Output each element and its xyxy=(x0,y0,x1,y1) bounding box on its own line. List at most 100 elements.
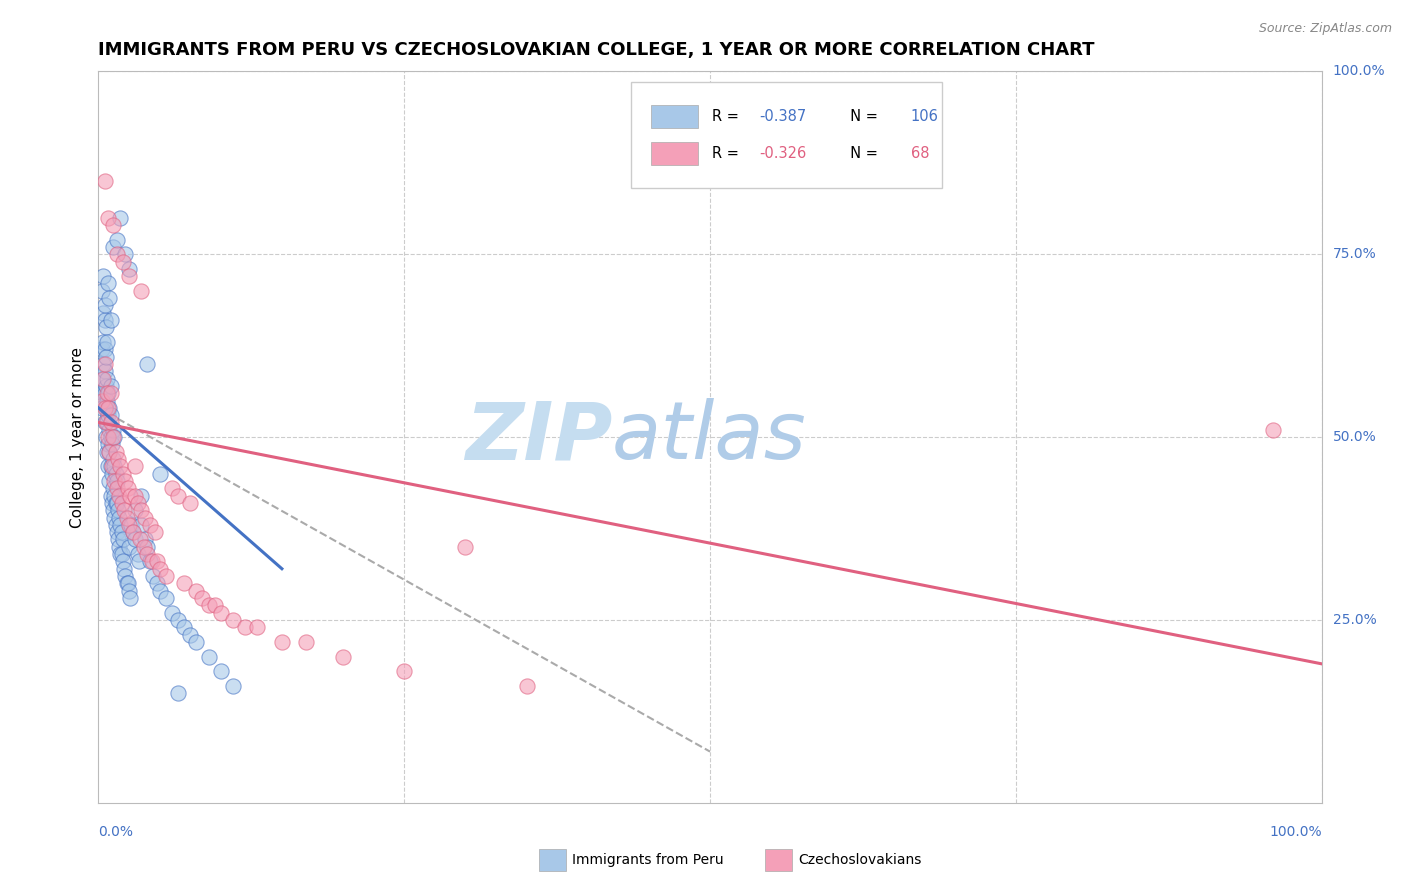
Point xyxy=(96,444,118,458)
Text: IMMIGRANTS FROM PERU VS CZECHOSLOVAKIAN COLLEGE, 1 YEAR OR MORE CORRELATION CHAR: IMMIGRANTS FROM PERU VS CZECHOSLOVAKIAN … xyxy=(98,41,1095,59)
Point xyxy=(139,517,162,532)
Point xyxy=(167,686,190,700)
Text: 0.0%: 0.0% xyxy=(98,825,134,838)
Point xyxy=(91,343,114,357)
FancyBboxPatch shape xyxy=(651,105,697,128)
Point xyxy=(124,459,146,474)
Point xyxy=(103,489,125,503)
Point xyxy=(91,306,114,320)
Point xyxy=(107,452,129,467)
Point xyxy=(91,269,114,284)
Text: Immigrants from Peru: Immigrants from Peru xyxy=(572,853,724,867)
Point xyxy=(97,277,120,291)
Point xyxy=(191,591,214,605)
Text: R =: R = xyxy=(713,109,744,124)
Point xyxy=(167,613,190,627)
Point xyxy=(97,459,120,474)
Point xyxy=(209,664,232,678)
Point xyxy=(222,679,245,693)
Point xyxy=(160,481,183,495)
Point xyxy=(98,444,121,458)
Point xyxy=(1261,423,1284,437)
Point xyxy=(91,371,114,385)
Point xyxy=(108,540,131,554)
Point xyxy=(91,334,114,349)
Text: 25.0%: 25.0% xyxy=(1333,613,1376,627)
Point xyxy=(186,635,208,649)
Point xyxy=(91,401,114,415)
Text: 68: 68 xyxy=(911,145,929,161)
Point xyxy=(120,489,142,503)
Point xyxy=(91,284,114,298)
Point xyxy=(94,401,117,415)
Point xyxy=(146,554,169,568)
Point xyxy=(104,496,127,510)
Point xyxy=(91,393,114,408)
Point xyxy=(246,620,269,634)
Point xyxy=(134,533,156,547)
Point xyxy=(105,474,128,488)
Point xyxy=(129,503,152,517)
Text: 75.0%: 75.0% xyxy=(1333,247,1376,261)
Point xyxy=(110,517,132,532)
Point xyxy=(115,510,138,524)
Text: -0.387: -0.387 xyxy=(759,109,806,124)
Point xyxy=(127,496,149,510)
Point xyxy=(104,444,127,458)
Point xyxy=(136,547,159,561)
Text: atlas: atlas xyxy=(612,398,807,476)
Point xyxy=(97,401,120,415)
Point xyxy=(129,533,152,547)
Point xyxy=(129,489,152,503)
Point xyxy=(111,533,134,547)
Point xyxy=(222,613,245,627)
Point xyxy=(100,430,122,444)
Point xyxy=(108,489,131,503)
Point xyxy=(103,430,125,444)
Point xyxy=(167,489,190,503)
Point xyxy=(112,562,135,576)
Point xyxy=(105,525,128,540)
Point xyxy=(96,393,118,408)
Point xyxy=(392,664,416,678)
Point xyxy=(93,357,115,371)
Point xyxy=(204,599,226,613)
Point xyxy=(186,583,208,598)
Point xyxy=(120,591,142,605)
Point xyxy=(100,416,122,430)
Point xyxy=(332,649,354,664)
Point xyxy=(142,569,165,583)
Point xyxy=(97,437,120,451)
Point xyxy=(105,233,128,247)
Text: 50.0%: 50.0% xyxy=(1333,430,1376,444)
Point xyxy=(107,533,129,547)
Text: R =: R = xyxy=(713,145,744,161)
Point xyxy=(197,649,219,664)
Text: ZIP: ZIP xyxy=(465,398,612,476)
Point xyxy=(114,474,136,488)
Point xyxy=(127,547,149,561)
Point xyxy=(124,489,146,503)
Point xyxy=(149,583,172,598)
Text: N =: N = xyxy=(841,109,883,124)
Point xyxy=(155,569,177,583)
Point xyxy=(104,517,127,532)
Point xyxy=(139,554,162,568)
Point xyxy=(124,503,146,517)
Point xyxy=(94,430,117,444)
Y-axis label: College, 1 year or more: College, 1 year or more xyxy=(69,347,84,527)
Point xyxy=(97,430,120,444)
Point xyxy=(100,489,122,503)
Point xyxy=(101,423,124,437)
Point xyxy=(136,357,159,371)
Point xyxy=(134,510,156,524)
Point xyxy=(117,481,139,495)
Point xyxy=(100,386,122,401)
Point xyxy=(98,401,121,415)
Point xyxy=(129,284,152,298)
Point xyxy=(91,386,114,401)
Point xyxy=(111,496,134,510)
Point xyxy=(98,444,121,458)
Point xyxy=(101,452,124,467)
Point xyxy=(103,474,125,488)
